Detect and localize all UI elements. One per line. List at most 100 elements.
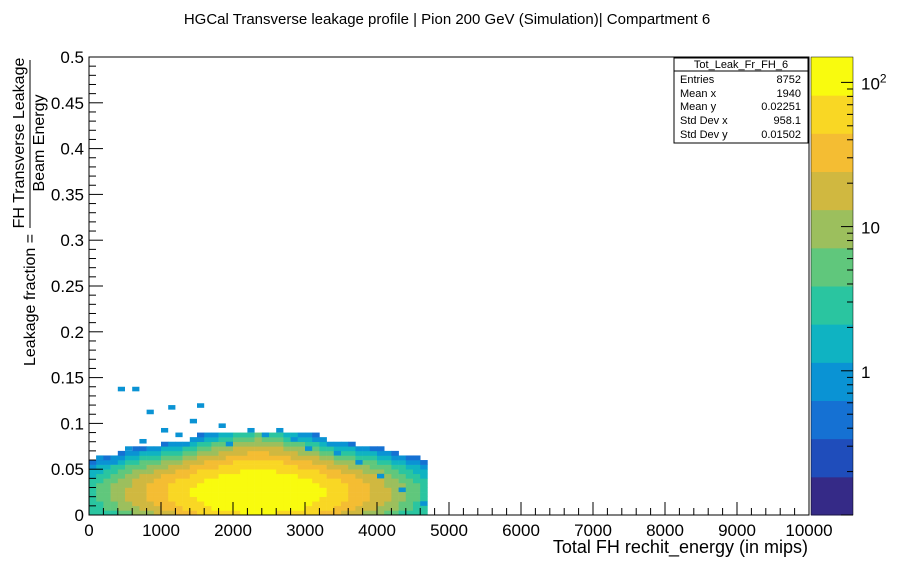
heatmap-bin: [175, 455, 183, 461]
heatmap-bin: [333, 482, 342, 488]
heatmap-bin: [355, 482, 363, 488]
heatmap-bin: [189, 510, 198, 515]
heatmap-bin: [355, 455, 363, 461]
heatmap-bin: [240, 432, 248, 438]
heatmap-bin: [204, 473, 212, 479]
heatmap-bin: [312, 505, 320, 511]
heatmap-bin: [225, 464, 234, 470]
heatmap-bin: [362, 505, 371, 511]
heatmap-bin: [146, 496, 155, 502]
heatmap-bin: [413, 469, 421, 475]
heatmap-bin: [333, 460, 342, 465]
heatmap-bin: [175, 492, 183, 497]
heatmap-bin: [117, 386, 125, 392]
heatmap-bin: [110, 473, 119, 479]
heatmap-bin: [333, 492, 342, 497]
heatmap-bin: [211, 496, 219, 502]
heatmap-bin: [117, 455, 126, 461]
heatmap-bin: [283, 505, 291, 511]
heatmap-bin: [161, 460, 169, 465]
heatmap-bin: [89, 510, 97, 515]
heatmap-bin: [297, 510, 306, 515]
heatmap-bin: [233, 496, 241, 502]
heatmap-bin: [139, 438, 147, 444]
heatmap-bin: [117, 469, 126, 475]
heatmap-bin: [305, 510, 313, 515]
heatmap-bin: [283, 478, 291, 484]
heatmap-bin: [384, 505, 392, 511]
heatmap-bin: [168, 455, 176, 461]
heatmap-bin: [355, 469, 363, 475]
heatmap-bin: [297, 455, 306, 461]
heatmap-bin: [146, 409, 154, 415]
heatmap-bin: [117, 510, 126, 515]
heatmap-bin: [398, 492, 407, 497]
heatmap-bin: [355, 487, 363, 493]
y-tick-label: 0.5: [60, 48, 84, 67]
heatmap-bin: [269, 487, 277, 493]
heatmap-bin: [290, 492, 299, 497]
heatmap-bin: [161, 501, 169, 507]
heatmap-bin: [326, 492, 335, 497]
heatmap-bin: [161, 510, 169, 515]
heatmap-bin: [420, 487, 428, 493]
heatmap-bin: [139, 478, 147, 484]
heatmap-bin: [405, 496, 414, 502]
heatmap-bin: [341, 441, 349, 447]
heatmap-bin: [312, 487, 320, 493]
colorbar-tick-label: 1: [861, 363, 870, 382]
heatmap-bin: [175, 473, 183, 479]
heatmap-bin: [276, 455, 284, 461]
x-axis-ticks: 0 1000 2000 3000 4000 5000 6000 7000 8000 9000 100…: [84, 502, 833, 540]
stats-row-value: 8752: [777, 74, 801, 86]
stats-row-label: Entries: [680, 74, 715, 86]
heatmap-bin: [146, 446, 155, 452]
heatmap-bin: [297, 450, 306, 456]
heatmap-bin: [161, 469, 169, 475]
heatmap-bin: [175, 505, 183, 511]
heatmap-bin: [103, 496, 111, 502]
heatmap-bin: [125, 492, 133, 497]
heatmap-bin: [290, 460, 299, 465]
heatmap-bin: [189, 473, 198, 479]
heatmap-bin: [161, 450, 169, 456]
heatmap-bin: [269, 478, 277, 484]
heatmap-bin: [240, 450, 248, 456]
y-axis-label-denominator: Beam Energy: [31, 95, 48, 192]
heatmap-bin: [153, 450, 162, 456]
heatmap-bin: [305, 496, 313, 502]
heatmap-bin: [197, 450, 205, 456]
heatmap-bin: [132, 510, 140, 515]
heatmap-bin: [175, 450, 183, 456]
heatmap-bin: [103, 492, 111, 497]
heatmap-bin: [125, 501, 133, 507]
heatmap-bin: [326, 496, 335, 502]
heatmap-bin: [218, 487, 227, 493]
heatmap-bin: [139, 446, 147, 452]
heatmap-bin: [276, 482, 284, 488]
heatmap-bin: [312, 510, 320, 515]
heatmap-bin: [305, 482, 313, 488]
heatmap-bin: [189, 501, 198, 507]
heatmap-bin: [341, 478, 349, 484]
heatmap-bin: [377, 455, 385, 461]
heatmap-bin: [189, 492, 198, 497]
heatmap-bin: [391, 473, 399, 479]
heatmap-bin: [132, 450, 140, 456]
heatmap-bin: [197, 460, 205, 465]
heatmap-bin: [420, 510, 428, 515]
heatmap-bin: [125, 450, 133, 456]
heatmap-bin: [384, 501, 392, 507]
heatmap-bin: [247, 432, 255, 438]
heatmap-bin: [161, 455, 169, 461]
heatmap-bin: [132, 478, 140, 484]
heatmap-bin: [261, 473, 270, 479]
heatmap-bin: [146, 487, 155, 493]
heatmap-bin: [233, 432, 241, 438]
colorbar-swatch: [811, 362, 853, 401]
heatmap-bin: [233, 482, 241, 488]
heatmap-bin: [377, 469, 385, 475]
heatmap-bin: [377, 505, 385, 511]
heatmap-bin: [103, 482, 111, 488]
heatmap-bin: [312, 455, 320, 461]
